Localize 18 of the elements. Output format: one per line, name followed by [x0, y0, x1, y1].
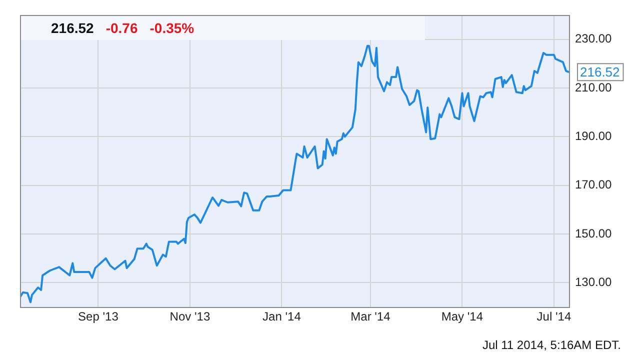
x-tick-label: Nov '13 — [170, 310, 210, 324]
annotation: 216.52 — [580, 64, 620, 80]
x-tick-label: Sep '13 — [78, 310, 119, 324]
y-tick-label: 230.00 — [575, 32, 612, 46]
x-tick-label: Jan '14 — [262, 310, 302, 324]
text: Jul 11 2014, 5:16AM EDT. — [482, 338, 621, 352]
x-tick-label: Mar '14 — [350, 310, 391, 324]
x-tick-label: May '14 — [441, 310, 484, 324]
annotation: 216.52 — [51, 20, 94, 36]
x-tick-label: Jul '14 — [536, 310, 572, 324]
y-tick-label: 170.00 — [575, 178, 612, 192]
header-panel: 216.52 -0.76 -0.35% — [21, 16, 425, 40]
y-tick-label: 150.00 — [575, 226, 612, 240]
annotation: -0.35% — [150, 20, 194, 36]
annotation: -0.76 — [106, 20, 138, 36]
y-tick-label: 130.00 — [575, 274, 612, 289]
y-tick-label: 190.00 — [575, 128, 612, 143]
y-tick-label: 210.00 — [575, 80, 612, 94]
